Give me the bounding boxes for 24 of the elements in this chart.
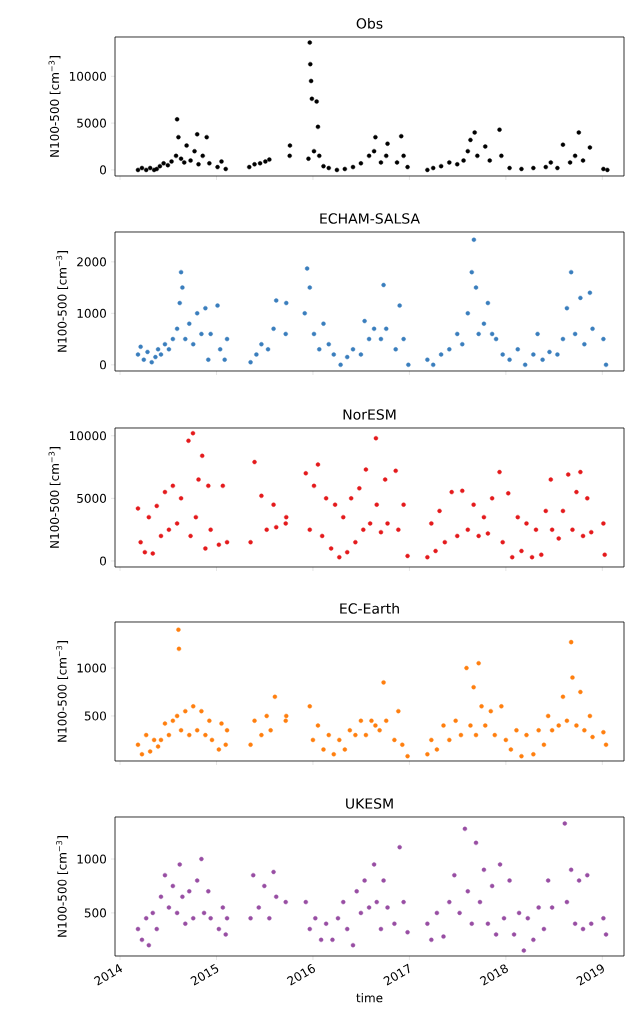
y-axis-title: N100-500 [cm$^{−3}$] <box>56 836 69 937</box>
y-axis-title: N100-500 [cm$^{−3}$] <box>48 447 61 548</box>
y-tick-label: 0 <box>99 165 107 175</box>
y-tick-label: 1000 <box>77 308 107 318</box>
x-axis-title: time <box>356 993 383 1003</box>
y-tick-label: 2000 <box>77 257 107 267</box>
y-axis-title: N100-500 [cm$^{−3}$] <box>56 641 69 742</box>
y-tick-label: 0 <box>99 556 107 566</box>
y-tick-label: 10000 <box>69 71 107 81</box>
chart-title: NorESM <box>343 409 396 420</box>
chart-title: Obs <box>356 17 383 29</box>
chart-title: UKESM <box>346 798 393 809</box>
y-tick-label: 1000 <box>77 663 107 673</box>
y-tick-label: 1000 <box>77 854 107 864</box>
y-tick-label: 10000 <box>69 431 107 441</box>
y-tick-label: 5000 <box>77 118 107 128</box>
y-axis-title: N100-500 [cm$^{−3}$] <box>48 56 61 157</box>
chart-title: ECHAM-SALSA <box>320 213 420 224</box>
y-tick-label: 500 <box>84 908 107 918</box>
y-tick-label: 0 <box>99 360 107 370</box>
y-axis-title: N100-500 [cm$^{−3}$] <box>56 251 69 352</box>
y-tick-label: 5000 <box>77 493 107 503</box>
chart-title: EC-Earth <box>340 602 399 614</box>
y-tick-label: 500 <box>84 711 107 721</box>
